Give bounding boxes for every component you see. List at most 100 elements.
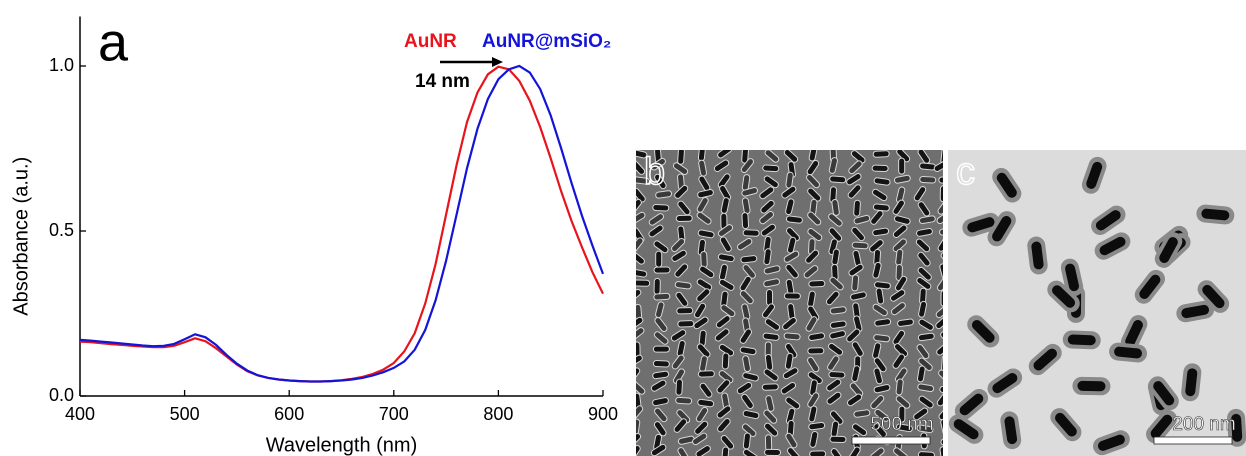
nanorod (698, 159, 708, 177)
nanorod (808, 150, 818, 162)
spectrum-chart: 400 500 600 700 800 900 0.0 0.5 1.0 Wavelength (n… (10, 12, 618, 456)
nanorod (936, 391, 943, 407)
nanorod (897, 318, 914, 327)
nanorod (636, 367, 641, 383)
nanorod (869, 239, 884, 253)
x-tick-label: 500 (170, 404, 200, 424)
nanorod (739, 275, 752, 292)
nanorod (636, 445, 641, 456)
nanorod (761, 383, 779, 391)
nanorod (636, 433, 642, 448)
nanorod (636, 316, 644, 330)
nanorod (741, 212, 750, 230)
nanorod (696, 343, 711, 358)
nanorod (917, 383, 935, 393)
nanorod (692, 432, 708, 446)
rod-core (1231, 413, 1243, 442)
nanorod (869, 447, 885, 456)
nanorod (936, 276, 943, 292)
nanorod (766, 289, 774, 307)
nanorod (829, 320, 847, 329)
nanorod (913, 407, 929, 421)
nanorod (848, 160, 863, 175)
nanorod (764, 353, 774, 371)
legend-entry: AuNR@mSiO₂ (482, 31, 611, 52)
nanorod (650, 443, 667, 456)
nanorod (892, 353, 906, 369)
nanorod (938, 176, 943, 185)
nanorod (829, 410, 844, 425)
nanorod (672, 368, 686, 384)
rod-core (1181, 304, 1210, 319)
tem-rods-c (948, 156, 1246, 456)
nanorod (828, 371, 846, 379)
nanorod (786, 236, 797, 254)
nanorod (873, 384, 891, 394)
nanorod (673, 418, 688, 433)
nanorod (785, 396, 801, 410)
x-tick-label: 800 (483, 404, 513, 424)
nanorod (873, 357, 887, 373)
rod-core (959, 393, 984, 416)
nanorod (671, 249, 687, 262)
rod-core (1065, 263, 1080, 292)
nanorod (674, 263, 689, 278)
nanorod (918, 215, 936, 225)
nanorod (636, 354, 643, 367)
rod-core (1067, 334, 1096, 346)
nanorod (636, 268, 648, 278)
nanorod (718, 370, 734, 384)
nanorod (716, 405, 732, 419)
nanorod (805, 316, 818, 332)
nanorod (677, 150, 685, 165)
nanorod (653, 240, 669, 254)
nanorod (809, 431, 819, 448)
nanorod (828, 213, 843, 227)
nanorod (636, 288, 642, 303)
nanorod (674, 184, 689, 199)
nanorod (742, 410, 760, 420)
nanorod (807, 228, 823, 242)
rod-core (1185, 368, 1198, 397)
x-tick-label: 600 (274, 404, 304, 424)
x-tick-label: 700 (379, 404, 409, 424)
nanorod (940, 418, 943, 436)
nanorod (917, 150, 931, 164)
spectrum-line (79, 64, 605, 383)
nanorod (940, 331, 943, 346)
panel-label: b (644, 151, 665, 193)
nanorod (693, 302, 707, 319)
nanorod (652, 397, 669, 407)
nanorod (675, 291, 689, 307)
nanorod (940, 438, 943, 446)
nanorod (650, 157, 666, 171)
rod-core (1201, 208, 1230, 221)
nanorod (636, 211, 646, 225)
nanorod (939, 263, 943, 281)
rod-core (1055, 412, 1077, 437)
nanorod (853, 409, 871, 418)
nanorod (826, 378, 842, 392)
nanorod (892, 329, 906, 346)
nanorod (894, 275, 908, 292)
nanorod (851, 341, 864, 357)
nanorod (892, 238, 907, 253)
nanorod (764, 150, 780, 163)
nanorod (763, 175, 779, 189)
rod-core (1097, 434, 1125, 451)
nanorod (648, 224, 664, 238)
nanorod (872, 261, 882, 279)
nanorod (694, 420, 709, 435)
nanorod (893, 215, 911, 225)
nanorod (717, 150, 733, 159)
y-tick-label: 1.0 (49, 55, 74, 75)
nanorod (846, 393, 863, 407)
scale-bar-label: 500 nm (870, 414, 933, 435)
nanorod (636, 327, 645, 341)
panel-label: a (98, 12, 129, 72)
nanorod (784, 352, 794, 370)
nanorod (846, 328, 861, 343)
nanorod (675, 378, 683, 396)
nanorod (783, 332, 801, 341)
